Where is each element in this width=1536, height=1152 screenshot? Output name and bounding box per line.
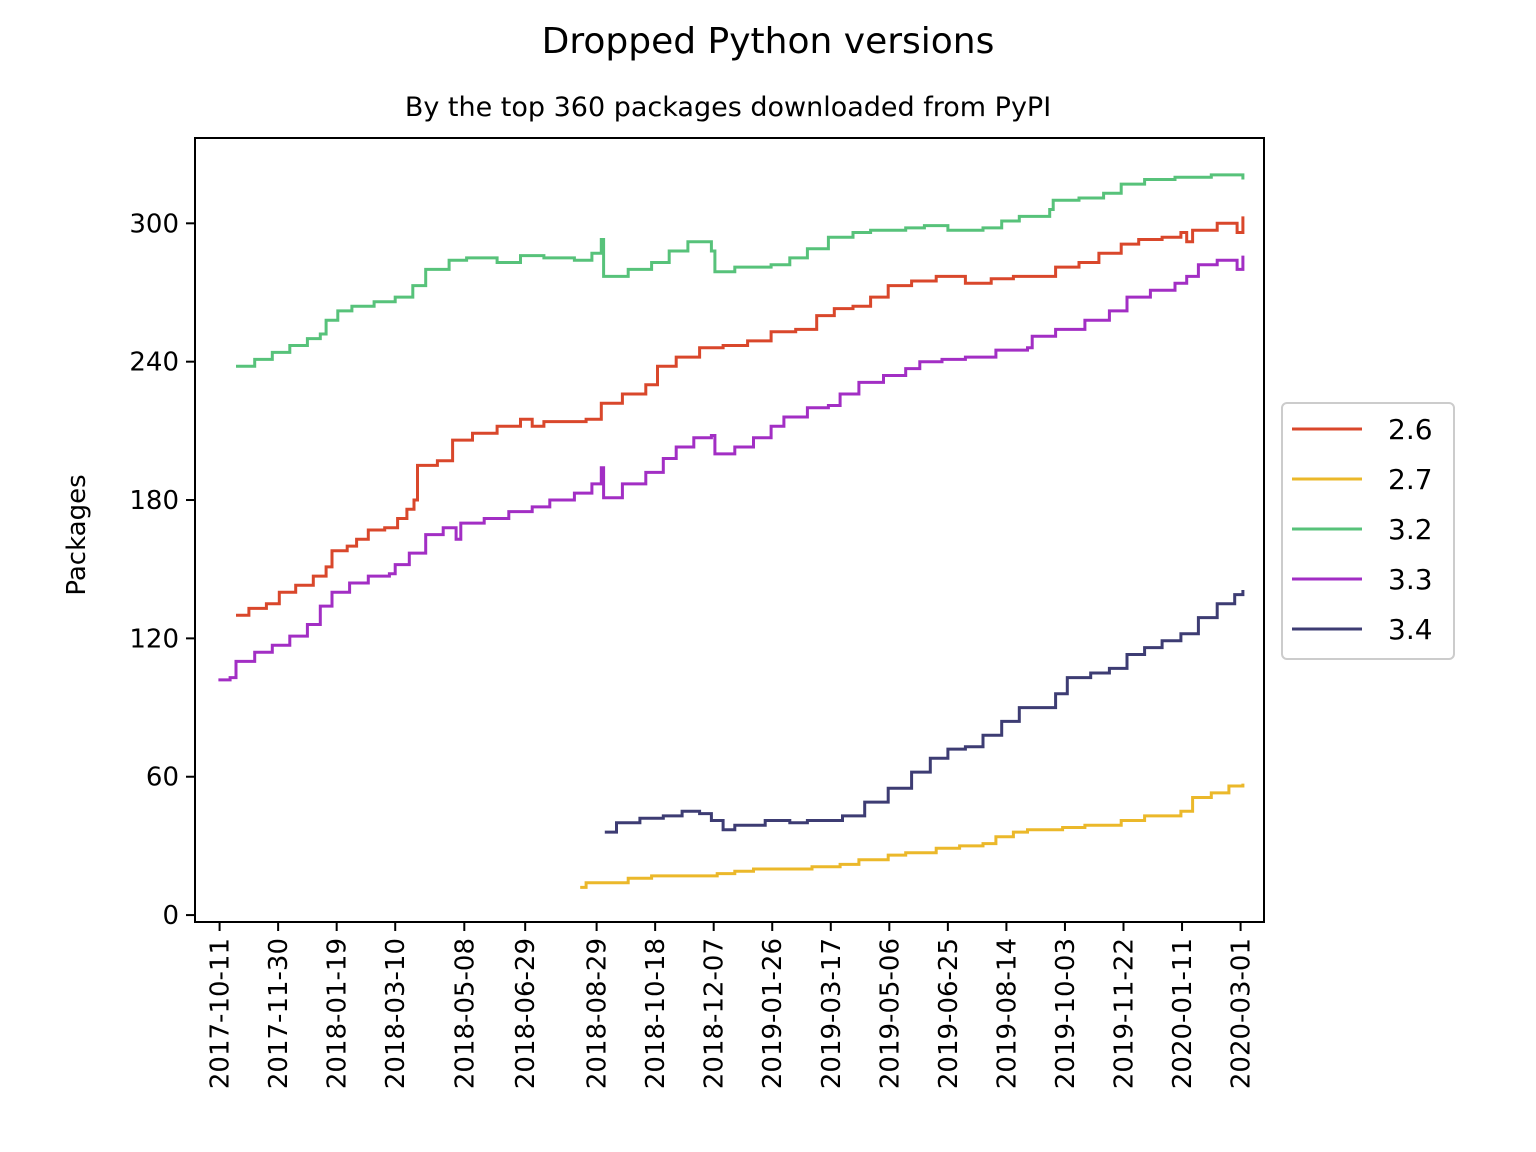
y-axis-label: Packages (62, 474, 92, 595)
x-tick-label: 2019-06-25 (934, 938, 964, 1089)
series-line-2-6 (236, 216, 1245, 617)
legend: 2.6 2.7 3.2 3.3 3.4 (1281, 402, 1455, 660)
x-tick-label: 2018-01-19 (323, 938, 353, 1089)
x-tick-label: 2018-03-10 (381, 938, 411, 1089)
x-axis: 2017-10-11 2017-11-30 2018-01-19 2018-03-10… (206, 922, 1257, 1089)
x-tick-label: 2019-03-17 (817, 938, 847, 1089)
series-line-2-7 (580, 783, 1245, 889)
x-tick-label: 2019-10-03 (1051, 938, 1081, 1089)
x-tick-label: 2018-12-07 (700, 938, 730, 1089)
y-tick-label: 240 (129, 348, 179, 378)
plot-frame (194, 137, 1265, 923)
legend-label: 3.2 (1388, 513, 1433, 546)
x-tick-label: 2020-01-11 (1168, 938, 1198, 1089)
y-tick-label: 60 (146, 763, 179, 793)
x-tick-label: 2019-01-26 (758, 938, 788, 1089)
x-tick-label: 2019-11-22 (1109, 938, 1139, 1089)
series-line-3-3 (218, 255, 1245, 682)
x-tick-label: 2017-10-11 (206, 938, 236, 1089)
y-axis: 0 60 120 180 240 300 (129, 209, 195, 931)
legend-label: 3.3 (1388, 563, 1433, 596)
legend-label: 2.7 (1388, 463, 1433, 496)
chart-subtitle: By the top 360 packages downloaded from … (405, 92, 1051, 123)
series-line-3-4 (604, 590, 1245, 834)
y-tick-label: 120 (129, 624, 179, 654)
x-tick-label: 2017-11-30 (264, 938, 294, 1089)
y-tick-label: 300 (129, 209, 179, 239)
x-tick-label: 2018-05-08 (450, 938, 480, 1089)
legend-label: 2.6 (1388, 413, 1433, 446)
chart-title: Dropped Python versions (542, 21, 995, 62)
series-layer (218, 173, 1245, 889)
series-line-3-2 (236, 173, 1245, 368)
x-tick-label: 2018-10-18 (641, 938, 671, 1089)
x-tick-label: 2019-08-14 (992, 938, 1022, 1089)
legend-frame (1281, 402, 1455, 660)
x-tick-label: 2018-08-29 (583, 938, 613, 1089)
x-tick-label: 2020-03-01 (1227, 938, 1257, 1089)
y-tick-label: 0 (162, 901, 179, 931)
x-tick-label: 2018-06-29 (511, 938, 541, 1089)
legend-label: 3.4 (1388, 613, 1433, 646)
x-tick-label: 2019-05-06 (875, 938, 905, 1089)
y-tick-label: 180 (129, 486, 179, 516)
